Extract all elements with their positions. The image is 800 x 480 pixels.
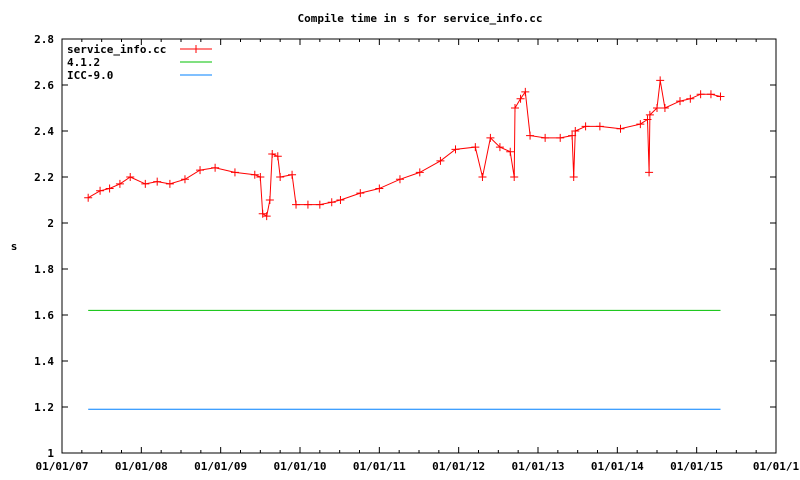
data-point [636,120,645,129]
data-point [327,198,336,207]
data-point [415,168,424,177]
data-point [521,87,530,96]
data-point [478,173,487,181]
data-point [506,147,515,156]
data-point [660,104,669,112]
data-point [645,110,654,119]
data-point [84,193,93,202]
data-point [616,124,625,133]
y-tick-label: 1 [47,447,54,460]
data-point [336,196,345,204]
data-point [115,179,124,188]
data-point [315,200,324,209]
data-point [581,122,590,131]
data-point [643,115,652,124]
data-point [568,131,577,140]
data-point [495,143,504,152]
data-point [153,177,162,186]
data-point [141,179,150,188]
data-point [211,163,220,172]
data-point [96,186,105,195]
data-point [716,92,725,101]
data-point [436,156,445,165]
plot-area [84,76,725,410]
data-point [656,76,665,85]
data-point [451,145,460,154]
data-point [250,170,259,179]
data-point [165,179,174,188]
data-point [653,104,661,112]
data-point [510,173,519,181]
chart-title: Compile time in s for service_info.cc [297,12,542,25]
data-point [526,131,535,140]
y-tick-label: 2.4 [34,125,54,138]
x-tick-label: 01/01/09 [194,460,247,473]
y-tick-label: 1.2 [34,401,54,414]
y-tick-label: 2.8 [34,33,54,46]
x-tick-label: 01/01/07 [36,460,89,473]
x-tick-label: 01/01/14 [591,460,644,473]
plot-frame [61,38,777,454]
data-point [706,90,715,99]
data-point [571,127,580,135]
data-point [486,133,495,142]
legend-label: ICC-9.0 [67,69,113,82]
x-tick-label: 01/01/15 [670,460,723,473]
legend-label: service_info.cc [67,43,166,56]
y-tick-label: 1.4 [34,355,54,368]
y-tick-label: 2.2 [34,171,54,184]
data-point [276,173,285,181]
series-line-service-info-cc [87,80,721,217]
data-point [230,168,239,177]
data-point [676,97,685,106]
data-point [268,150,277,158]
data-point [569,173,578,181]
data-point [265,196,274,204]
data-point [645,168,654,177]
data-point [303,200,312,209]
data-point [686,94,695,103]
data-point [288,170,297,179]
data-point [105,184,114,193]
data-point [595,122,604,131]
data-point [556,133,565,142]
legend-label: 4.1.2 [67,56,100,69]
data-point [516,94,525,103]
data-point [395,175,404,184]
y-axis-label: s [11,240,18,253]
x-tick-label: 01/01/13 [512,460,565,473]
data-point [262,212,271,221]
x-tick-label: 01/01/1 [753,460,800,473]
data-point [256,173,265,181]
data-point [292,200,301,209]
data-point [273,152,282,161]
y-tick-label: 2 [47,217,54,230]
data-point [356,189,365,198]
x-tick-label: 01/01/10 [274,460,327,473]
data-point [541,133,550,142]
data-point [696,90,705,99]
axes: 1 1.2 1.4 1.6 1.8 2 2.2 2.4 2.6 2.8 01/01/07 01/01/… [34,33,799,473]
x-tick-label: 01/01/12 [432,460,485,473]
x-tick-label: 01/01/11 [353,460,406,473]
y-tick-label: 1.6 [34,309,54,322]
y-tick-label: 2.6 [34,79,54,92]
data-point [196,166,205,175]
data-point [180,175,189,184]
y-tick-label: 1.8 [34,263,54,276]
data-point [510,104,519,112]
data-point [126,173,135,181]
data-point [471,143,480,152]
x-tick-label: 01/01/08 [115,460,168,473]
data-point [375,184,384,193]
